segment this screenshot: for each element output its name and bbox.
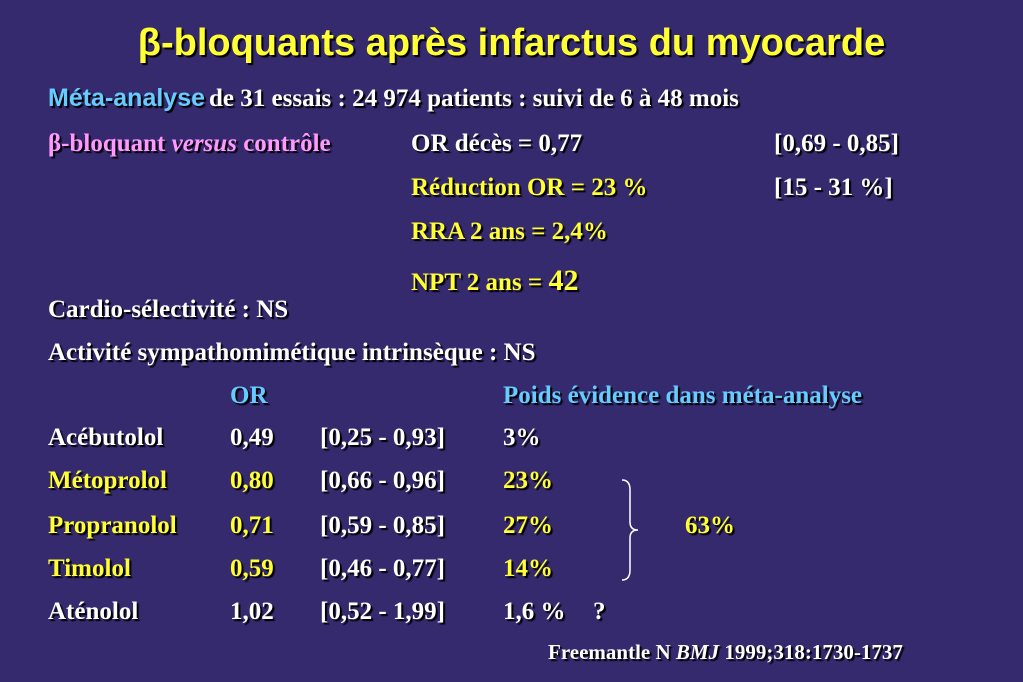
drug-weight: 14% bbox=[503, 555, 553, 582]
drug-ci: [0,66 - 0,96] bbox=[320, 467, 445, 494]
drug-ci: [0,46 - 0,77] bbox=[320, 555, 445, 582]
drug-or: 0,71 bbox=[230, 512, 274, 539]
comparison-prefix: β-bloquant bbox=[48, 130, 172, 157]
drug-or: 0,59 bbox=[230, 555, 274, 582]
drug-weight: 27% bbox=[503, 512, 553, 539]
drug-ci: [0,59 - 0,85] bbox=[320, 512, 445, 539]
drug-or: 1,02 bbox=[230, 598, 274, 625]
drug-or: 0,49 bbox=[230, 424, 274, 451]
result-or-deces-ci: [0,69 - 0,85] bbox=[774, 130, 899, 157]
comparison-italic: versus bbox=[171, 130, 237, 157]
result-reduction-or-ci: [15 - 31 %] bbox=[774, 174, 893, 201]
npt-label: NPT 2 ans = bbox=[411, 269, 549, 296]
reference-details: 1999;318:1730-1737 bbox=[719, 640, 903, 664]
group-total: 63% bbox=[685, 512, 735, 539]
npt-value: 42 bbox=[548, 264, 579, 297]
meta-analysis-label: Méta-analyse bbox=[48, 84, 206, 112]
reference: Freemantle N BMJ 1999;318:1730-1737 bbox=[548, 640, 903, 665]
drug-name: Métoprolol bbox=[48, 467, 167, 494]
table-header-or: OR bbox=[230, 382, 268, 409]
drug-ci: [0,52 - 1,99] bbox=[320, 598, 445, 625]
meta-analysis-text: de 31 essais : 24 974 patients : suivi d… bbox=[209, 85, 739, 112]
comparison-label: β-bloquant versus contrôle bbox=[48, 130, 331, 158]
drug-weight: 23% bbox=[503, 467, 553, 494]
reference-author: Freemantle N bbox=[548, 640, 676, 664]
drug-weight: 3% bbox=[503, 424, 541, 451]
reference-journal: BMJ bbox=[675, 640, 720, 664]
drug-or: 0,80 bbox=[230, 467, 274, 494]
drug-weight: 1,6 % bbox=[503, 598, 566, 625]
meta-analysis-line: Méta-analyse de 31 essais : 24 974 patie… bbox=[48, 84, 739, 113]
table-header-weight: Poids évidence dans méta-analyse bbox=[503, 382, 863, 409]
drug-ci: [0,25 - 0,93] bbox=[320, 424, 445, 451]
drug-name: Timolol bbox=[48, 555, 131, 582]
result-reduction-or: Réduction OR = 23 % bbox=[411, 174, 648, 201]
comparison-suffix: contrôle bbox=[236, 130, 331, 157]
slide-title: β-bloquants après infarctus du myocarde bbox=[137, 22, 886, 64]
note-cardio-selectivite: Cardio-sélectivité : NS bbox=[48, 296, 289, 323]
group-brace-icon bbox=[621, 479, 639, 581]
note-activite-sympathomimetique: Activité sympathomimétique intrinsèque :… bbox=[48, 339, 536, 366]
result-or-deces: OR décès = 0,77 bbox=[411, 130, 583, 157]
drug-name: Acébutolol bbox=[48, 424, 164, 451]
atenolol-note: ? bbox=[593, 598, 606, 625]
result-npt: NPT 2 ans = 42 bbox=[411, 264, 578, 298]
result-rra: RRA 2 ans = 2,4% bbox=[411, 218, 608, 245]
drug-name: Propranolol bbox=[48, 512, 177, 539]
drug-name: Aténolol bbox=[48, 598, 139, 625]
